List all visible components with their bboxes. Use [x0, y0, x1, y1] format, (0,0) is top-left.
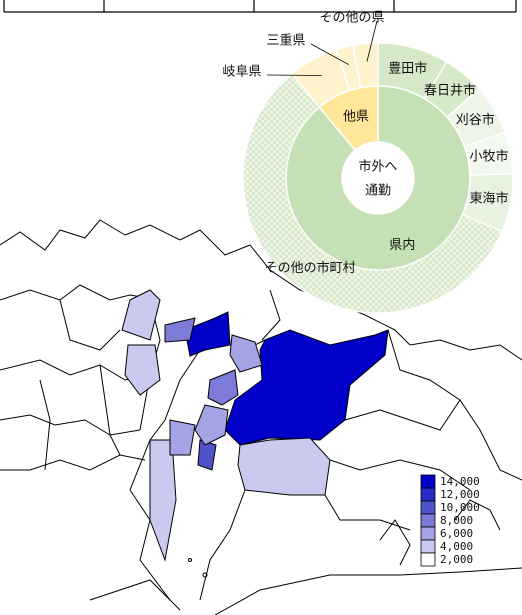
segment-label: 三重県 [266, 33, 305, 49]
legend-swatch [420, 526, 436, 541]
map-region [124, 344, 161, 396]
legend-swatch [420, 487, 436, 502]
center-label: 市外へ [358, 159, 397, 175]
map-region [207, 369, 239, 406]
legend-label: 14,000 [440, 475, 480, 488]
map-region [224, 329, 389, 446]
map-region [149, 439, 177, 562]
legend-label: 6,000 [440, 527, 473, 540]
donut-outline [242, 42, 514, 314]
segment-label: その他の県 [319, 11, 384, 26]
segment-label: 県内 [389, 237, 415, 253]
map-region [197, 439, 217, 471]
legend-swatch [420, 474, 436, 489]
legend-label: 12,000 [440, 488, 480, 501]
map-region [169, 419, 196, 456]
map-region [164, 317, 196, 343]
legend-label: 8,000 [440, 514, 473, 527]
center-label: 通勤 [365, 184, 391, 199]
map-region [229, 334, 263, 373]
legend-swatch [420, 513, 436, 528]
segment-label: 小牧市 [469, 148, 508, 164]
map-region [194, 404, 229, 446]
donut-tint [243, 73, 502, 314]
segment-label: 刈谷市 [456, 112, 495, 128]
legend-swatch [420, 552, 436, 567]
map [0, 219, 522, 615]
legend-label: 2,000 [440, 553, 473, 566]
map-region [237, 437, 331, 496]
segment-label: 他県 [343, 109, 369, 124]
legend-swatch [420, 500, 436, 515]
segment-label: 豊田市 [388, 61, 427, 77]
donut-hole [341, 141, 415, 215]
map-region [184, 311, 231, 357]
segment-label: 東海市 [469, 191, 508, 207]
legend-swatch [420, 539, 436, 554]
map-region [121, 289, 161, 341]
leader-line [310, 43, 350, 66]
table-edge [3, 0, 517, 13]
segment-label: その他の市町村 [265, 260, 356, 276]
map-outline [0, 219, 522, 615]
legend-label: 4,000 [440, 540, 473, 553]
legend-label: 10,000 [440, 501, 480, 514]
leader-line [366, 20, 378, 62]
segment-label: 春日井市 [424, 82, 476, 98]
segment-label: 岐阜県 [222, 64, 261, 80]
